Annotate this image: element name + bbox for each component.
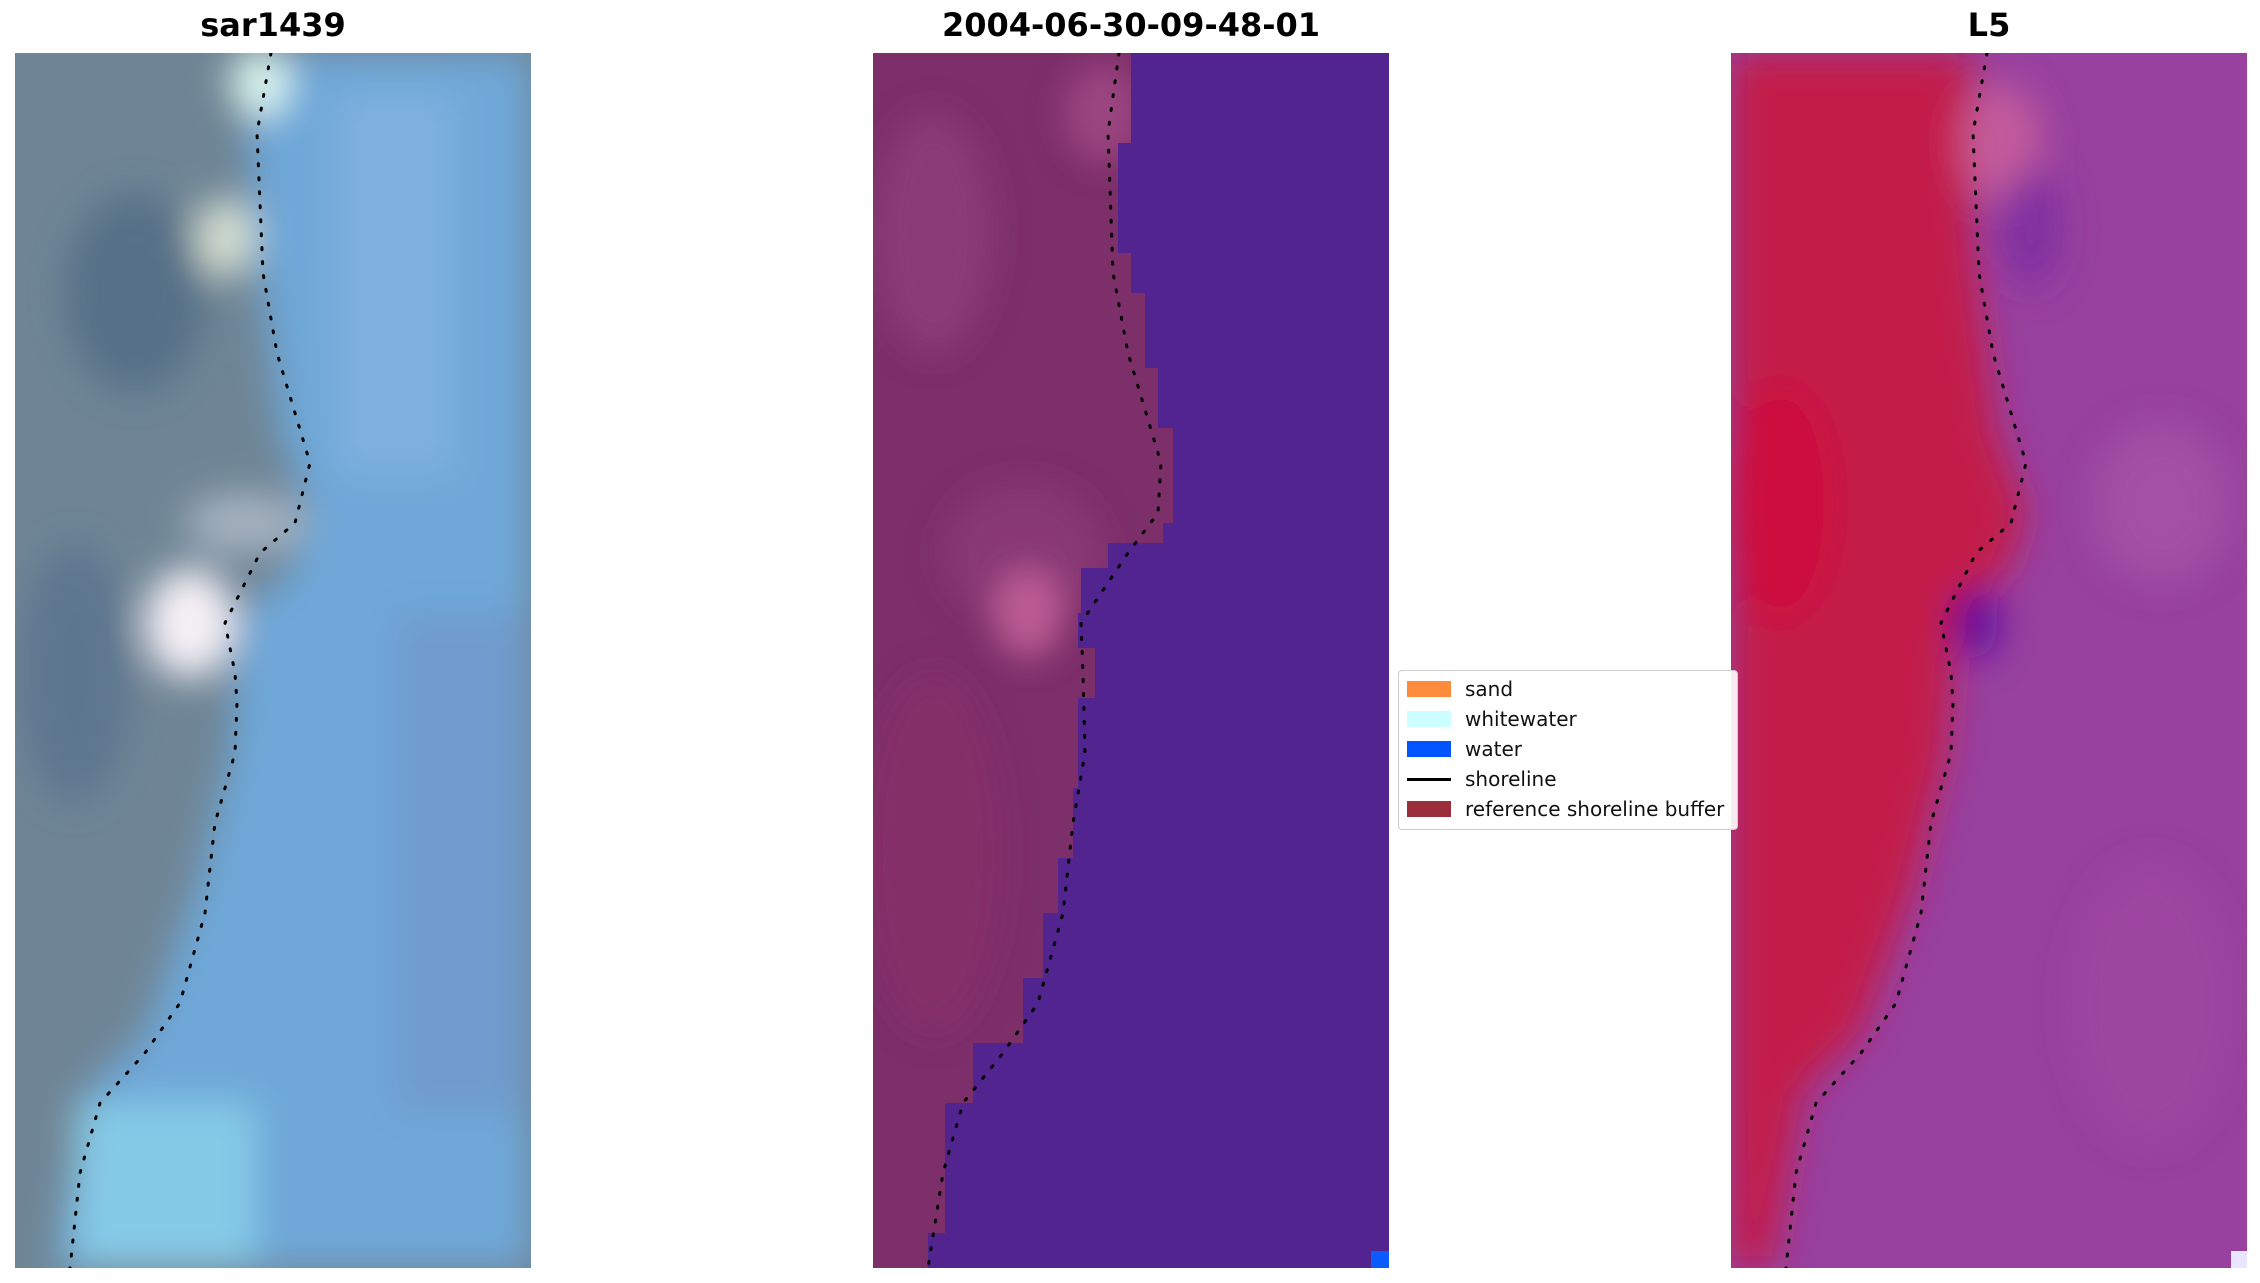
- water-swatch: [1407, 741, 1451, 757]
- legend-item-whitewater: whitewater: [1407, 707, 1577, 731]
- legend-item-shoreline: shoreline: [1407, 767, 1557, 791]
- panel-title-satellite: L5: [1967, 6, 2011, 44]
- panel-title-rgb: sar1439: [200, 6, 346, 44]
- legend-item-water: water: [1407, 737, 1522, 761]
- panel-title-date: 2004-06-30-09-48-01: [941, 6, 1321, 44]
- whitewater-swatch: [1407, 711, 1451, 727]
- sand-swatch: [1407, 681, 1451, 697]
- legend-item-sand: sand: [1407, 677, 1513, 701]
- legend: sand whitewater water shoreline referenc…: [1398, 670, 1738, 830]
- legend-label: shoreline: [1465, 767, 1557, 791]
- legend-item-reference-buffer: reference shoreline buffer: [1407, 797, 1724, 821]
- l5-index-panel: [1731, 53, 2247, 1268]
- rgb-image-panel: [15, 53, 531, 1268]
- legend-label: reference shoreline buffer: [1465, 797, 1725, 821]
- legend-label: water: [1465, 737, 1522, 761]
- legend-label: sand: [1465, 677, 1514, 701]
- classified-image-panel: [873, 53, 1389, 1268]
- legend-label: whitewater: [1465, 707, 1577, 731]
- reference-buffer-swatch: [1407, 801, 1451, 817]
- shoreline-line-swatch: [1407, 777, 1451, 781]
